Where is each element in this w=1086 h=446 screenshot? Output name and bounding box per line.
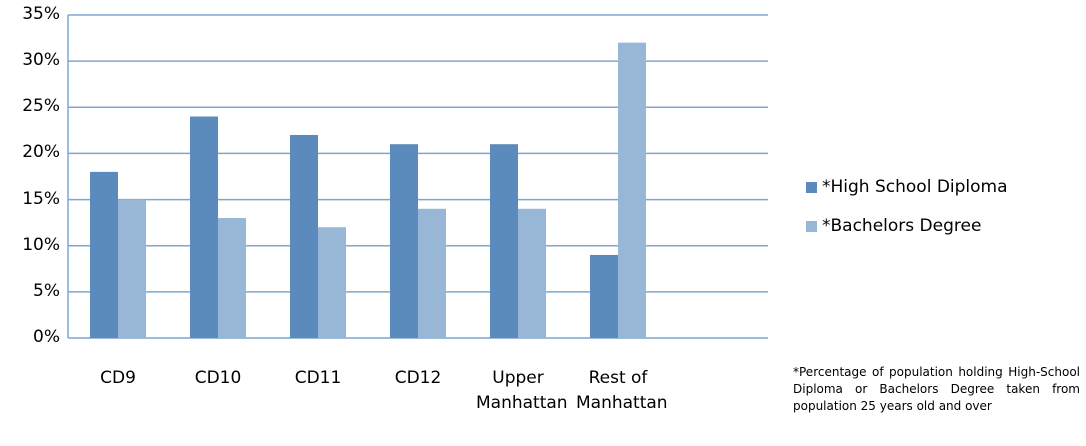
y-tick-label: 0% <box>33 327 60 347</box>
x-tick-label: CD12 <box>394 368 442 388</box>
legend-swatch <box>806 221 817 232</box>
bar <box>418 208 446 338</box>
x-tick-label: Upper Manhattan <box>476 368 568 413</box>
x-tick-label: CD9 <box>100 368 136 388</box>
bar <box>390 144 418 338</box>
bar <box>118 199 146 338</box>
bar <box>490 144 518 338</box>
x-tick-label: CD11 <box>294 368 342 388</box>
y-tick-label: 30% <box>22 50 60 71</box>
bar <box>518 208 546 338</box>
x-tick-label: CD10 <box>194 368 242 388</box>
x-tick-label: Rest of Manhattan <box>576 368 668 413</box>
y-tick-label: 10% <box>22 234 60 255</box>
legend-label: *Bachelors Degree <box>822 216 982 236</box>
bar <box>290 134 318 338</box>
y-tick-label: 35% <box>22 4 60 24</box>
y-tick-label: 20% <box>22 142 60 163</box>
bar <box>618 42 646 338</box>
legend-swatch <box>806 182 817 193</box>
bar <box>318 227 346 338</box>
y-tick-label: 25% <box>22 96 60 117</box>
bar <box>590 254 618 338</box>
y-tick-label: 5% <box>33 280 60 301</box>
bar <box>90 171 118 338</box>
bar <box>218 218 246 338</box>
legend-label: *High School Diploma <box>822 177 1008 197</box>
bar <box>190 116 218 338</box>
footnote: *Percentage of population holding High-S… <box>793 365 1080 413</box>
y-tick-label: 15% <box>22 188 60 209</box>
